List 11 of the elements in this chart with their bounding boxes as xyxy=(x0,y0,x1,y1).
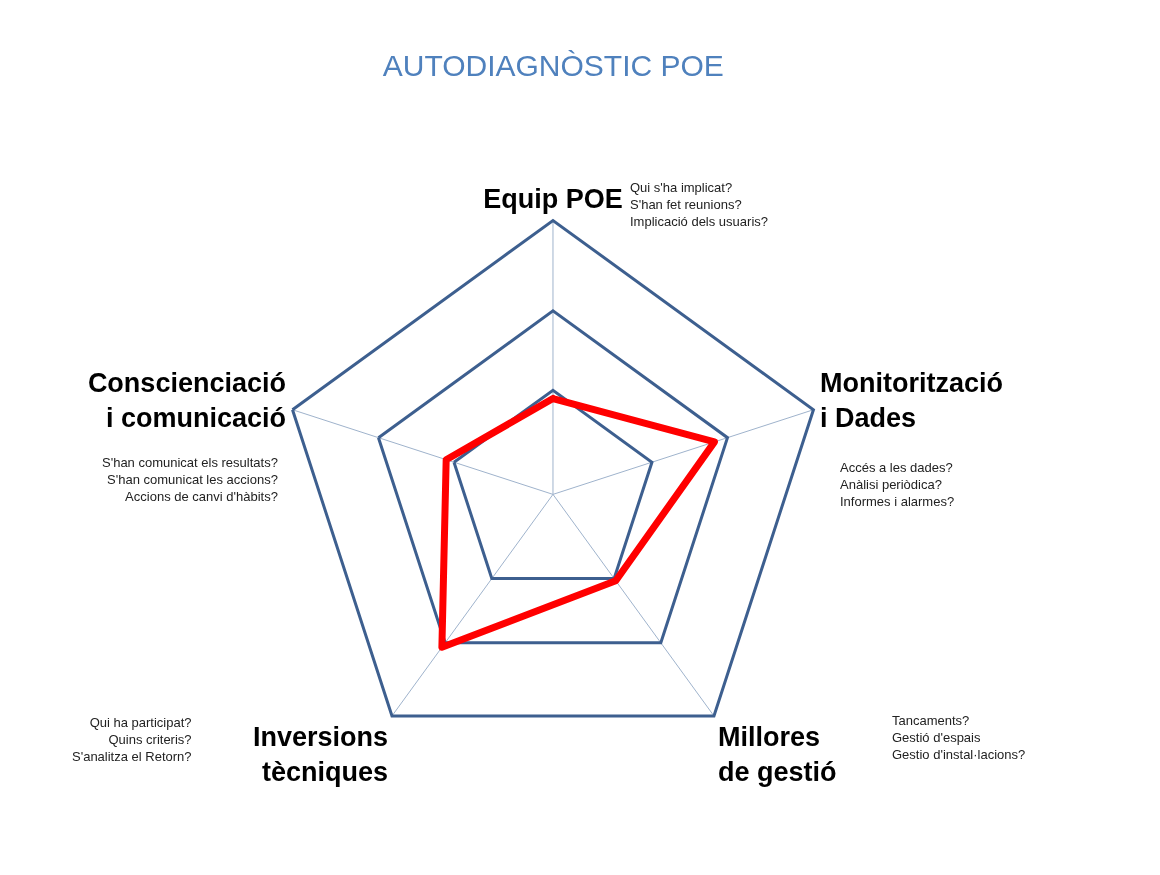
spoke-label: Millores de gestió xyxy=(718,721,837,787)
spoke-label: Equip POE xyxy=(483,184,623,215)
text: Accés a les dades? Anàlisi periòdica? Informes i alarmes? xyxy=(840,460,955,509)
spoke-label: Inversions tècniques xyxy=(252,721,388,787)
chart-title: AUTODIAGNÒSTIC POE xyxy=(382,49,724,83)
text: S'han comunicat els resultats? S'han comunicat les accions? Accions de canvi d'hàbits? xyxy=(102,455,278,504)
text: Qui ha participat? Quins criteris? S'analitza el Retorn? xyxy=(72,715,192,764)
spoke-label: Monitorització i Dades xyxy=(820,367,1003,434)
text: Tancaments? Gestió d'espais Gestio d'instal·lacions? xyxy=(892,713,1026,762)
spoke-label: Conscienciació i comunicació xyxy=(87,367,286,434)
text: Qui s'ha implicat? S'han fet reunions? Implicació dels usuaris? xyxy=(630,180,769,229)
